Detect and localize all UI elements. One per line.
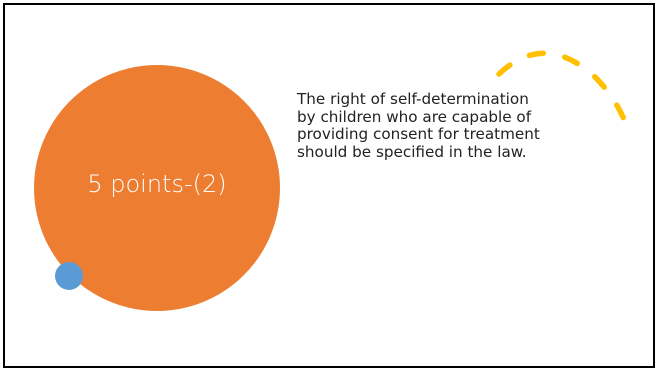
body-text: The right of self-determination by child… xyxy=(297,90,597,161)
body-line: The right of self-determination xyxy=(297,90,529,108)
body-line: should be specified in the law. xyxy=(297,142,527,161)
blue-dot-shape xyxy=(55,262,83,290)
slide-decorations xyxy=(34,50,630,311)
slide: 5 points-(2) The right of self-determina… xyxy=(3,3,655,368)
circle-label: 5 points-(2) xyxy=(87,170,227,198)
yellow-dashed-arc-shape xyxy=(496,50,630,130)
orange-circle-shape xyxy=(34,65,280,311)
body-line: by children who are capable of xyxy=(297,107,532,126)
body-line: providing consent for treatment xyxy=(297,125,540,144)
